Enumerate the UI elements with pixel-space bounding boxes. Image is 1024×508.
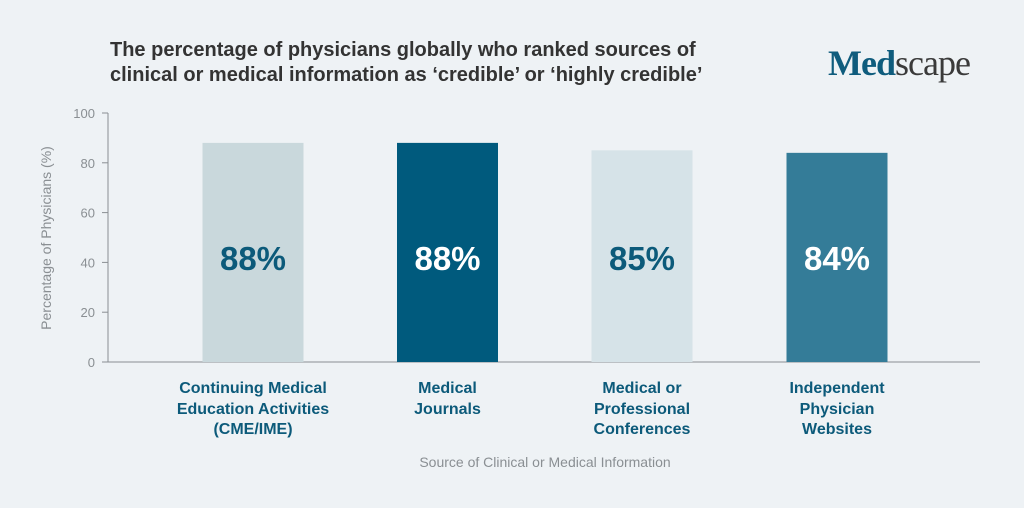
bar	[786, 152, 888, 362]
title-line-2: clinical or medical information as ‘cred…	[110, 64, 703, 86]
y-tick-label: 80	[81, 156, 95, 171]
x-category-label: Medical Journals	[414, 380, 481, 418]
x-axis-label: Source of Clinical or Medical Informatio…	[419, 454, 671, 470]
x-category-label: Independent Physician Websites	[789, 380, 885, 438]
bar	[397, 142, 498, 362]
bar	[591, 150, 693, 362]
bar-value-label: 88%	[414, 240, 480, 277]
bar-value-label: 84%	[804, 240, 870, 277]
y-tick-label: 60	[81, 206, 95, 221]
bar-value-label: 88%	[220, 240, 286, 277]
logo-scape: scape	[894, 43, 971, 83]
x-category-label: Medical or Professional Conferences	[593, 380, 691, 438]
bar	[202, 142, 304, 362]
y-tick-label: 40	[81, 255, 95, 270]
y-tick-label: 0	[88, 355, 95, 370]
y-tick-label: 100	[73, 106, 95, 121]
y-axis-label: Percentage of Physicians (%)	[38, 146, 54, 330]
chart-title: The percentage of physicians globally wh…	[110, 38, 702, 88]
medscape-logo: Medscape	[828, 42, 971, 84]
bar-value-label: 85%	[609, 240, 675, 277]
y-tick-label: 20	[81, 305, 95, 320]
title-line-1: The percentage of physicians globally wh…	[110, 39, 696, 61]
x-category-label: Continuing Medical Education Activities …	[176, 380, 330, 438]
logo-med: Med	[828, 43, 896, 83]
